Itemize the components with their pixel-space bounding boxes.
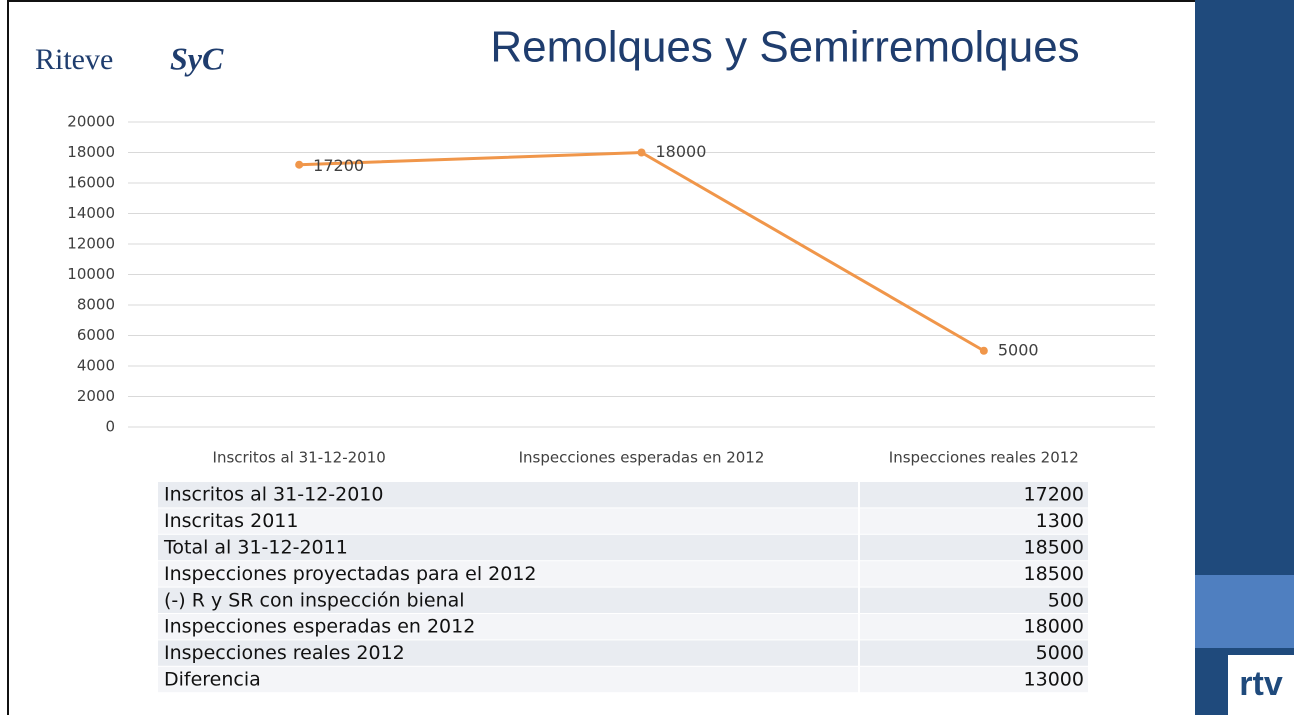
row-label: Inspecciones esperadas en 2012 <box>164 616 475 638</box>
logo-script: SyC <box>170 40 224 76</box>
y-tick-label: 2000 <box>77 387 115 405</box>
side-band <box>1195 575 1294 648</box>
table-cell <box>860 534 1088 561</box>
table-cell <box>860 614 1088 640</box>
table-cell <box>158 614 858 640</box>
brand-logo: rtv <box>1239 665 1283 703</box>
y-tick-label: 14000 <box>67 204 115 222</box>
chart: 0 2000 4000 6000 8000 10000 12000 14000 16000 180… <box>67 113 1155 467</box>
table: Inscritos al 31-12-2010 17200 Inscritas 20… <box>158 482 1088 693</box>
y-tick-label: 4000 <box>77 357 115 375</box>
y-tick-label: 8000 <box>77 296 115 314</box>
row-value: 18500 <box>1024 563 1084 585</box>
x-tick-label: Inspecciones esperadas en 2012 <box>519 449 765 467</box>
table-cell <box>158 482 858 508</box>
row-value: 18000 <box>1024 616 1084 638</box>
y-tick-label: 20000 <box>67 113 115 131</box>
y-tick-label: 18000 <box>67 143 115 161</box>
table-cell <box>158 534 858 561</box>
row-label: Diferencia <box>164 669 261 691</box>
table-cell <box>158 561 858 587</box>
row-value: 13000 <box>1024 669 1084 691</box>
row-label: Inspecciones proyectadas para el 2012 <box>164 563 537 585</box>
y-tick-label: 16000 <box>67 174 115 192</box>
table-cell <box>860 640 1088 666</box>
data-label: 5000 <box>998 340 1039 359</box>
brand-box <box>1228 655 1294 715</box>
table-cell <box>158 640 858 666</box>
table-cell <box>860 508 1088 534</box>
table-cell <box>860 482 1088 508</box>
row-label: (-) R y SR con inspección bienal <box>164 589 465 611</box>
table-cell <box>860 666 1088 693</box>
row-value: 500 <box>1048 589 1084 611</box>
row-label: Inscritas 2011 <box>164 510 298 532</box>
table-cell <box>860 561 1088 587</box>
data-label: 17200 <box>313 156 364 175</box>
row-value: 1300 <box>1036 510 1084 532</box>
point <box>295 160 304 169</box>
logo: Riteve <box>35 43 113 76</box>
row-label: Total al 31-12-2011 <box>163 537 348 559</box>
row-label: Inscritos al 31-12-2010 <box>164 484 383 506</box>
slide-title: Remolques y Semirremolques <box>490 23 1079 72</box>
table-cell <box>860 587 1088 613</box>
x-tick-label: Inspecciones reales 2012 <box>889 449 1079 467</box>
row-value: 17200 <box>1024 484 1084 506</box>
y-tick-label: 0 <box>105 418 115 436</box>
row-value: 18500 <box>1024 537 1084 559</box>
y-tick-label: 12000 <box>67 235 115 253</box>
table-cell <box>158 587 858 613</box>
table-cell <box>158 508 858 534</box>
point <box>637 148 646 157</box>
y-tick-label: 6000 <box>77 326 115 344</box>
y-tick-label: 10000 <box>67 265 115 283</box>
point <box>979 346 988 355</box>
row-label: Inspecciones reales 2012 <box>164 642 405 664</box>
row-value: 5000 <box>1036 642 1084 664</box>
data-label: 18000 <box>656 142 707 161</box>
x-tick-label: Inscritos al 31-12-2010 <box>213 449 386 467</box>
table-cell <box>158 666 858 693</box>
